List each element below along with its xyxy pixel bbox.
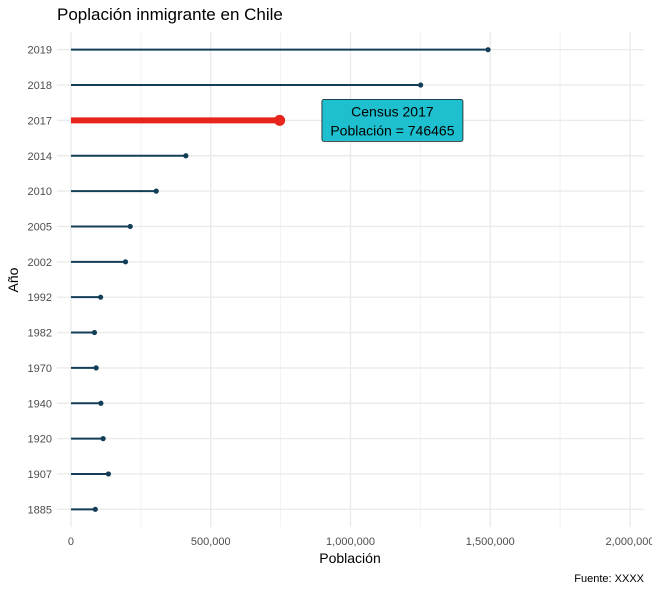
grid	[57, 32, 644, 527]
annotation-box	[321, 98, 464, 142]
lollipops	[70, 47, 491, 512]
y-tick-label: 2018	[28, 80, 52, 92]
chart-title: Poplación inmigrante en Chile	[57, 5, 283, 24]
x-tick-label: 0	[68, 536, 74, 548]
y-tick-label: 2005	[28, 221, 52, 233]
point-2018	[418, 82, 424, 88]
x-tick-label: 1,500,000	[466, 536, 515, 548]
y-axis-label: Año	[5, 267, 21, 292]
point-2010	[153, 188, 159, 194]
y-tick-label: 1970	[28, 363, 52, 375]
point-2019	[485, 47, 491, 53]
point-1970	[93, 365, 99, 371]
x-tick-label: 1,000,000	[326, 536, 375, 548]
annotation-line-1: Census 2017	[351, 103, 434, 119]
y-tick-label: 1982	[28, 328, 52, 340]
y-tick-label: 1920	[28, 434, 52, 446]
y-tick-label: 2002	[28, 257, 52, 269]
x-axis-ticks: 0 500,000 1,000,000 1,500,000 2,000,000	[68, 536, 652, 548]
y-tick-label: 1992	[28, 292, 52, 304]
y-tick-label: 1885	[28, 504, 52, 516]
y-tick-label: 2014	[28, 151, 52, 163]
point-1982	[91, 329, 98, 336]
y-tick-label: 2017	[28, 115, 52, 127]
annotation: Census 2017 Población = 746465	[321, 98, 464, 142]
point-1920	[100, 436, 106, 442]
point-2014	[183, 153, 189, 159]
point-2017	[274, 114, 286, 126]
x-tick-label: 500,000	[191, 536, 231, 548]
y-tick-label: 1907	[28, 469, 52, 481]
annotation-line-2: Población = 746465	[330, 122, 454, 138]
y-tick-label: 1940	[28, 398, 52, 410]
y-tick-label: 2019	[28, 45, 52, 57]
point-1992	[98, 294, 104, 300]
x-axis-label: Población	[319, 550, 381, 566]
y-tick-label: 2010	[28, 186, 52, 198]
x-tick-label: 2,000,000	[606, 536, 652, 548]
point-1885	[92, 506, 98, 512]
point-2002	[122, 259, 129, 265]
point-1907	[105, 471, 112, 477]
chart-caption: Fuente: XXXX	[574, 573, 644, 585]
point-1940	[98, 400, 104, 406]
point-2005	[127, 223, 133, 230]
y-axis-ticks: 1885 1907 1920 1940 1970 1982 1992 2002 2005 2010…	[28, 45, 52, 517]
